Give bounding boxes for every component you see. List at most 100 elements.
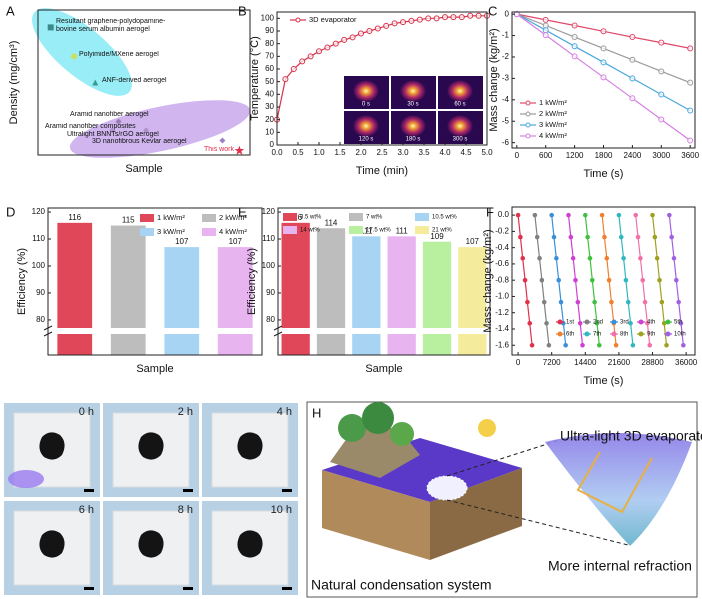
series-marker — [678, 320, 684, 326]
series-marker — [676, 299, 681, 305]
photo-label: 6 h — [79, 504, 94, 516]
y-tick-label: 90 — [36, 288, 45, 297]
point — [219, 137, 226, 144]
series-marker — [408, 17, 415, 24]
y-tick-label: 50 — [265, 77, 274, 86]
legend-label: 7 wt% — [366, 215, 383, 221]
evaporator-blob — [138, 530, 164, 558]
x-axis-label: Time (s) — [584, 375, 624, 387]
y-axis-label: Efficiency (%) — [246, 248, 258, 315]
series-marker — [602, 234, 607, 240]
soil — [430, 468, 522, 560]
series-marker — [554, 255, 559, 261]
series-marker — [681, 342, 686, 348]
bar — [458, 247, 487, 355]
series-marker — [687, 45, 694, 52]
legend-swatch — [349, 213, 363, 221]
x-tick-label: 5.0 — [481, 148, 493, 157]
panel-letter: F — [486, 204, 494, 219]
point — [234, 145, 245, 155]
legend-label: 4 kW/m² — [219, 227, 247, 236]
plot-frame — [277, 207, 491, 356]
y-tick-label: 0.0 — [498, 210, 510, 219]
series-marker — [374, 25, 381, 32]
series-marker — [604, 255, 610, 261]
point — [47, 24, 54, 31]
point — [143, 127, 150, 134]
legend-marker — [584, 319, 590, 325]
x-tick-label: 1800 — [595, 151, 613, 160]
series-marker — [568, 234, 574, 240]
series-marker — [669, 234, 674, 240]
series-marker — [629, 34, 636, 41]
series-marker — [391, 20, 398, 27]
bar — [57, 222, 93, 355]
series-marker — [658, 68, 665, 75]
axis-break — [274, 328, 489, 334]
series-marker — [582, 212, 588, 218]
y-tick-label: -1.0 — [495, 292, 509, 301]
evaporator-blob — [237, 530, 263, 558]
value-label: 116 — [68, 213, 81, 222]
series-marker — [596, 342, 602, 348]
legend-label: 5th — [674, 320, 682, 326]
series-marker — [349, 34, 356, 41]
group-ellipse — [32, 8, 132, 96]
x-axis-label: Time (min) — [356, 165, 408, 177]
series-marker — [383, 22, 390, 29]
point-label: Aramid nanofiber aerogel — [70, 111, 149, 118]
series-marker — [571, 43, 578, 50]
series-marker — [658, 91, 665, 98]
y-tick-label: 120 — [262, 207, 276, 216]
series-marker — [571, 53, 578, 60]
x-tick-label: 4.5 — [460, 148, 472, 157]
legend-label: 9th — [647, 332, 655, 338]
legend-marker — [611, 319, 617, 325]
series-marker — [539, 277, 545, 283]
x-axis-label: Time (s) — [584, 168, 624, 180]
legend-swatch — [140, 228, 154, 236]
ray — [576, 451, 653, 514]
series-marker — [307, 53, 314, 60]
series-marker — [687, 79, 694, 86]
series-marker — [585, 234, 590, 240]
scale-bar — [282, 489, 292, 492]
series-marker — [299, 58, 306, 65]
plot-frame — [37, 9, 251, 156]
scale-bar — [84, 489, 94, 492]
series-marker — [630, 342, 636, 348]
legend-swatch — [283, 226, 297, 234]
plot-frame — [47, 207, 263, 356]
point-label-text: This work — [204, 146, 234, 153]
diagram-title: Ultra-light 3D evaporator — [560, 428, 702, 444]
thermal-spot — [353, 115, 379, 137]
series-marker — [659, 299, 665, 305]
x-tick-label: 3.0 — [397, 148, 409, 157]
series-marker — [645, 320, 650, 326]
y-tick-label: 0 — [270, 140, 275, 149]
legend-label: 10.5 wt% — [432, 215, 457, 221]
series-marker — [546, 342, 552, 348]
evaporator — [426, 475, 468, 501]
series-marker — [467, 12, 474, 19]
x-tick-label: 2.0 — [355, 148, 367, 157]
legend-marker — [611, 331, 617, 337]
series-marker — [687, 137, 694, 144]
y-tick-label: 80 — [265, 39, 274, 48]
point-label: Aramid nanofiber composites — [45, 123, 136, 130]
series-marker — [600, 74, 607, 81]
bar — [352, 236, 381, 355]
x-tick-label: 0.5 — [292, 148, 304, 157]
legend-label: 1 kW/m² — [539, 98, 567, 107]
series-marker — [628, 320, 633, 326]
x-tick-label: 2400 — [623, 151, 641, 160]
legend-marker — [525, 133, 531, 139]
legend-marker — [557, 319, 563, 325]
value-label: 115 — [122, 216, 135, 225]
value-label: 107 — [466, 237, 480, 246]
legend-marker — [638, 319, 644, 325]
series-marker — [589, 277, 595, 283]
point-label: 3D nanofibrous Kevlar aerogel — [92, 138, 187, 145]
series-marker — [544, 320, 549, 326]
legend-swatch — [349, 226, 363, 234]
